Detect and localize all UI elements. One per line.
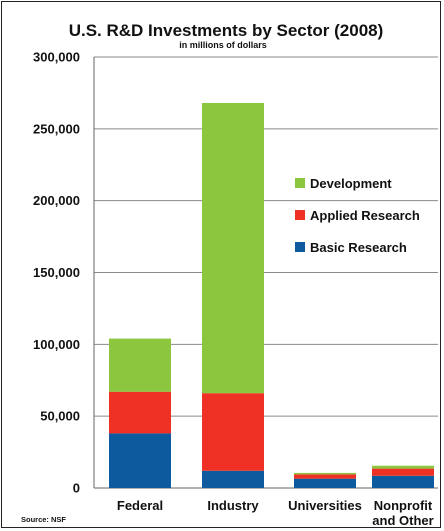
bar-segment bbox=[109, 338, 171, 392]
bar-segment bbox=[372, 465, 434, 469]
bar-segment bbox=[294, 474, 356, 479]
legend-label: Basic Research bbox=[310, 240, 407, 255]
legend-swatch bbox=[295, 242, 305, 252]
y-tick-label: 50,000 bbox=[40, 409, 80, 424]
y-tick-label: 300,000 bbox=[33, 50, 80, 65]
bar-segment bbox=[202, 470, 264, 488]
bar-segment bbox=[202, 102, 264, 394]
bar-segment bbox=[294, 472, 356, 475]
bar-segment bbox=[294, 478, 356, 488]
bar-segment bbox=[372, 475, 434, 488]
y-tick-label: 100,000 bbox=[33, 337, 80, 352]
bar-segment bbox=[109, 391, 171, 434]
x-axis-tick-labels: Federal Industry Universities Nonprofitand … bbox=[117, 498, 434, 528]
chart-subtitle: in millions of dollars bbox=[179, 40, 267, 50]
x-tick-label: and Other bbox=[372, 513, 433, 528]
legend-label: Applied Research bbox=[310, 208, 420, 223]
y-axis-tick-labels: 0 50,000 100,000 150,000 200,000 250,000 300,0… bbox=[33, 50, 80, 496]
y-tick-label: 200,000 bbox=[33, 193, 80, 208]
legend-swatch bbox=[295, 210, 305, 220]
chart-title: U.S. R&D Investments by Sector (2008) bbox=[69, 21, 384, 40]
source-note: Source: NSF bbox=[21, 515, 66, 524]
legend-swatch bbox=[295, 178, 305, 188]
bar-segment bbox=[109, 433, 171, 488]
x-tick-label: Industry bbox=[207, 498, 259, 513]
bars bbox=[109, 102, 434, 488]
bar-segment bbox=[372, 468, 434, 476]
x-tick-label: Nonprofit bbox=[374, 498, 433, 513]
x-tick-label: Federal bbox=[117, 498, 163, 513]
bar-segment bbox=[202, 393, 264, 471]
legend: Development Applied Research Basic Researc… bbox=[295, 176, 420, 255]
y-tick-label: 150,000 bbox=[33, 265, 80, 280]
y-tick-label: 0 bbox=[73, 481, 80, 496]
y-tick-label: 250,000 bbox=[33, 121, 80, 136]
legend-label: Development bbox=[310, 176, 392, 191]
x-tick-label: Universities bbox=[288, 498, 362, 513]
